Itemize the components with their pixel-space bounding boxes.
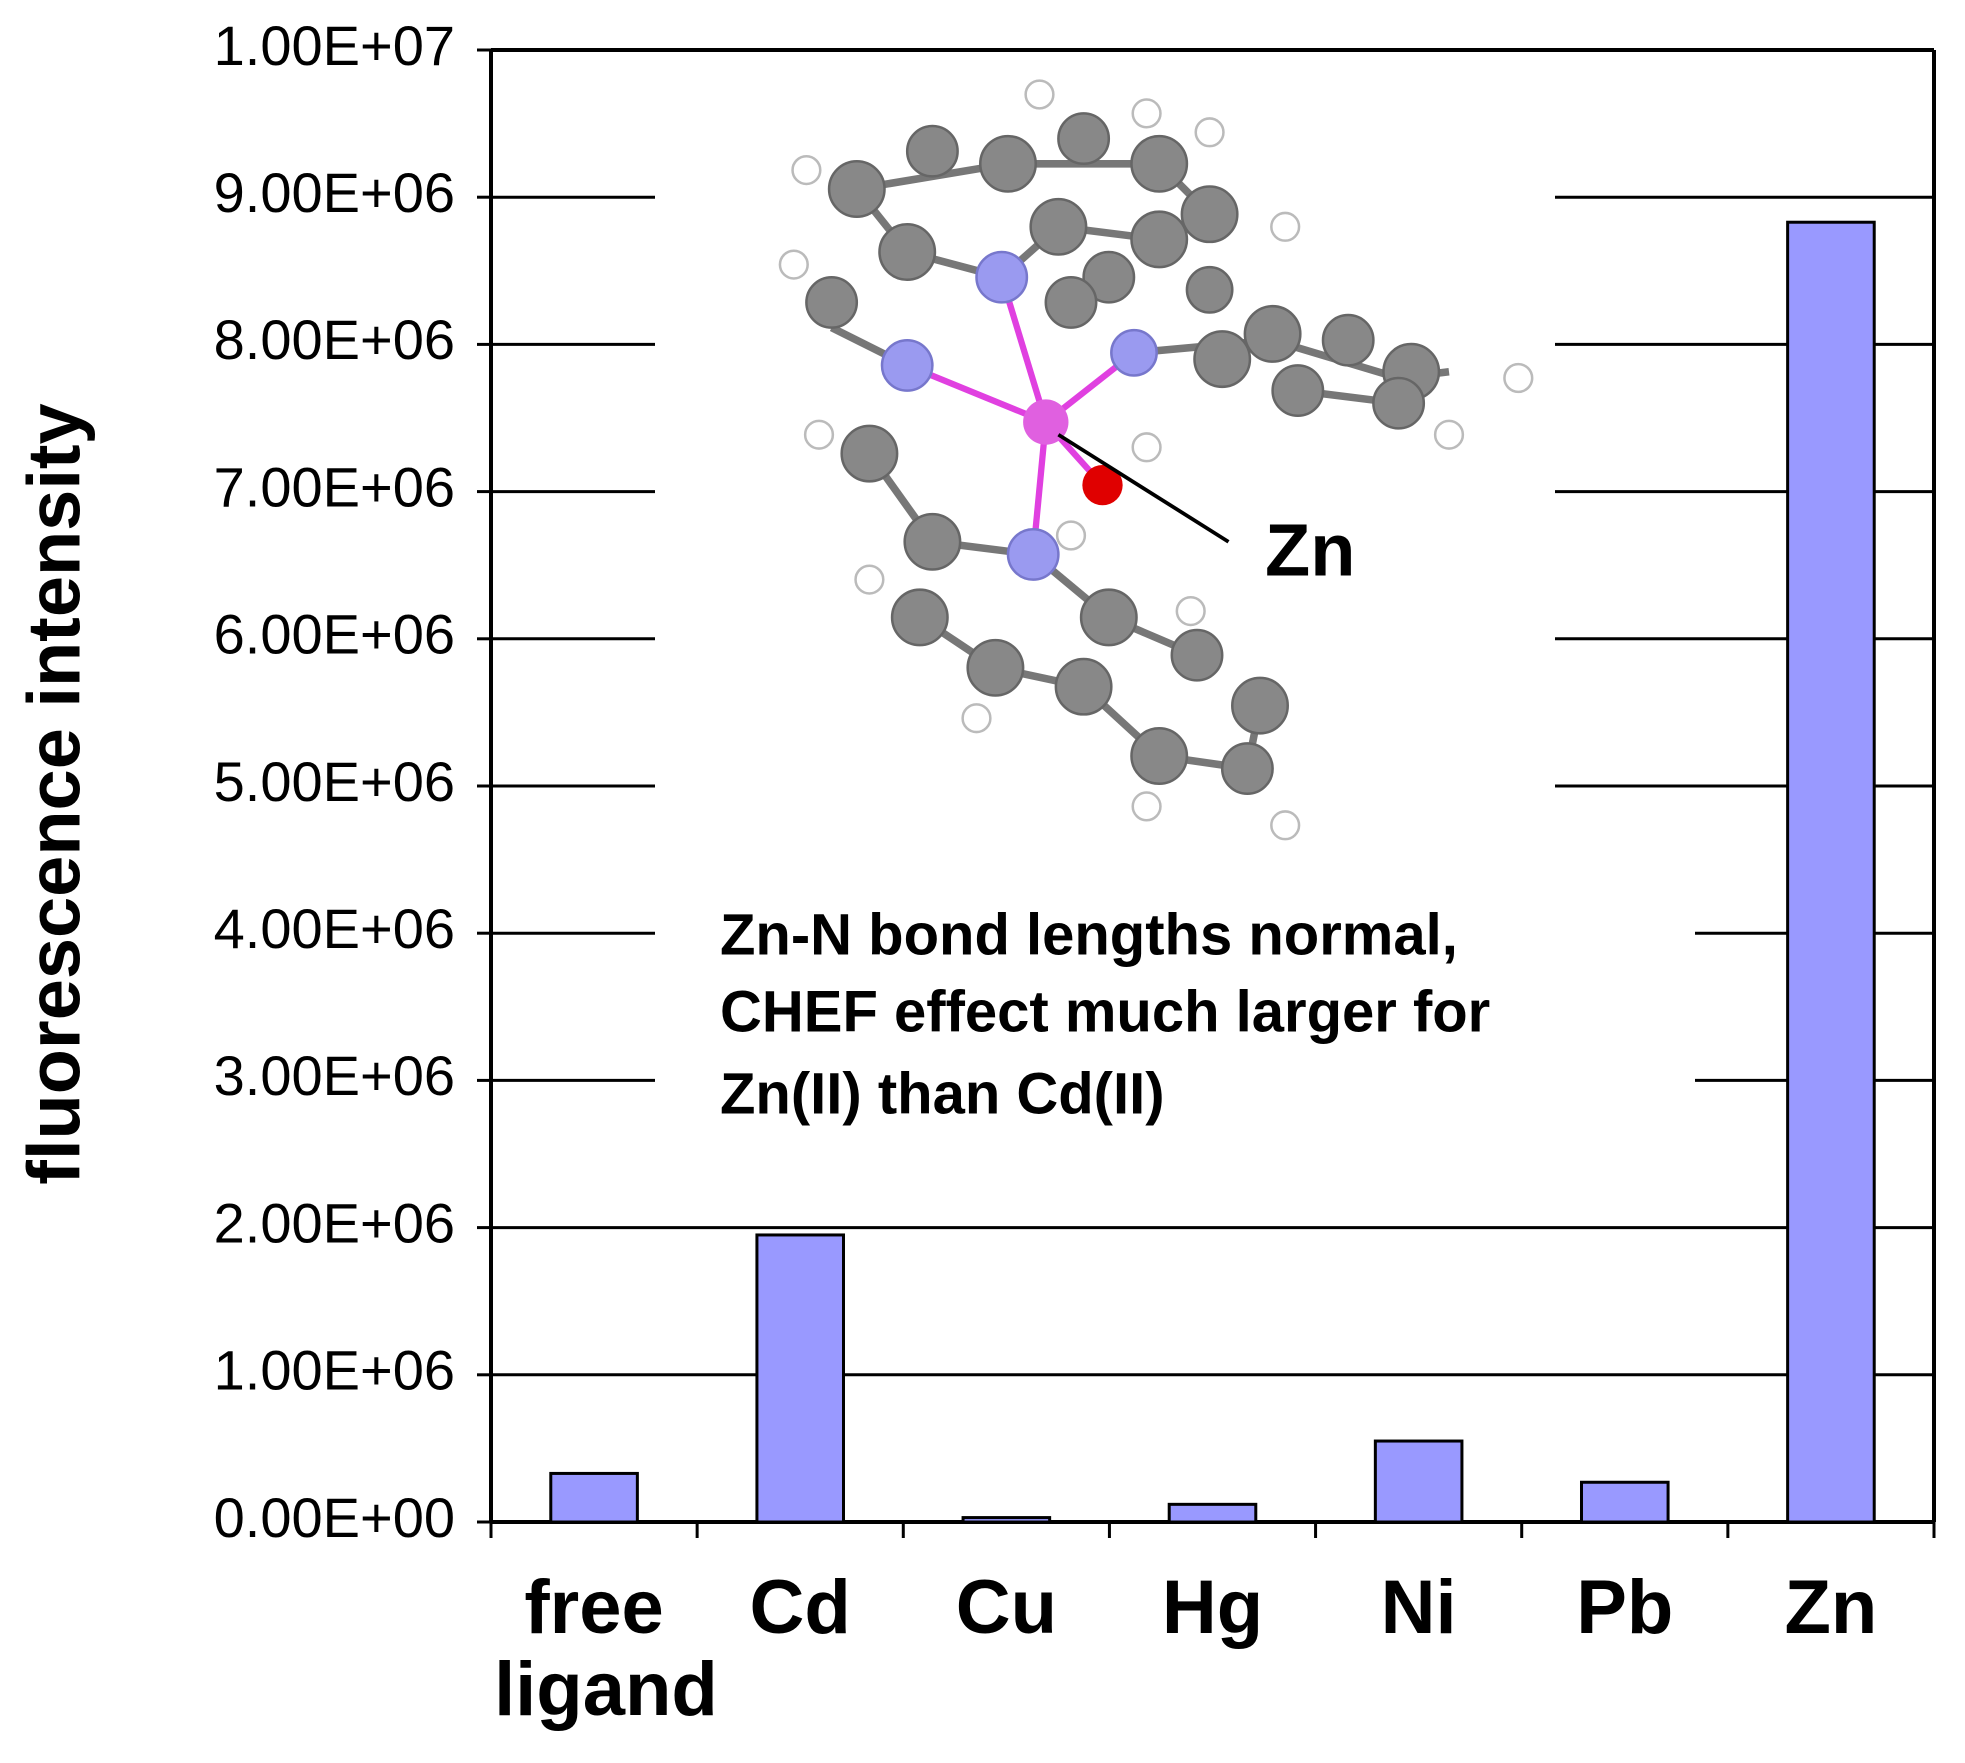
x-tick-label: Cu [955,1565,1057,1650]
note-line: Zn-N bond lengths normal, [720,902,1458,967]
molecule-image [778,79,1534,841]
bar [961,1516,1052,1524]
bar [1373,1439,1464,1524]
y-tick-label: 0.00E+00 [214,1486,455,1549]
y-tick-label: 7.00E+06 [214,455,455,518]
bar [1579,1480,1670,1524]
x-tick-label: Zn [1784,1565,1878,1650]
y-tick-label: 4.00E+06 [214,897,455,960]
note-line: Zn(II) than Cd(II) [720,1061,1165,1126]
y-tick-label: 8.00E+06 [214,308,455,371]
x-tick-label: free ligand [494,1565,718,1732]
y-tick-label: 1.00E+07 [214,14,455,77]
bar [1167,1502,1258,1524]
y-axis-label: fluorescence intensity [13,403,96,1184]
x-tick-label: Cd [749,1565,851,1650]
note-line: CHEF effect much larger for [720,979,1490,1044]
x-tick-label: Pb [1576,1565,1674,1650]
x-tick-label: Hg [1161,1565,1264,1650]
atom-label: Zn [1265,509,1355,592]
y-tick-label: 6.00E+06 [214,603,455,666]
y-tick-label: 3.00E+06 [214,1044,455,1107]
y-tick-label: 5.00E+06 [214,750,455,813]
x-tick-label: Ni [1380,1565,1457,1650]
y-tick-label: 1.00E+06 [214,1339,455,1402]
y-tick-label: 9.00E+06 [214,161,455,224]
note-background [655,880,1695,1140]
bar [549,1471,639,1524]
bar [755,1233,846,1524]
y-tick-label: 2.00E+06 [214,1191,455,1254]
bar [1786,220,1876,1524]
